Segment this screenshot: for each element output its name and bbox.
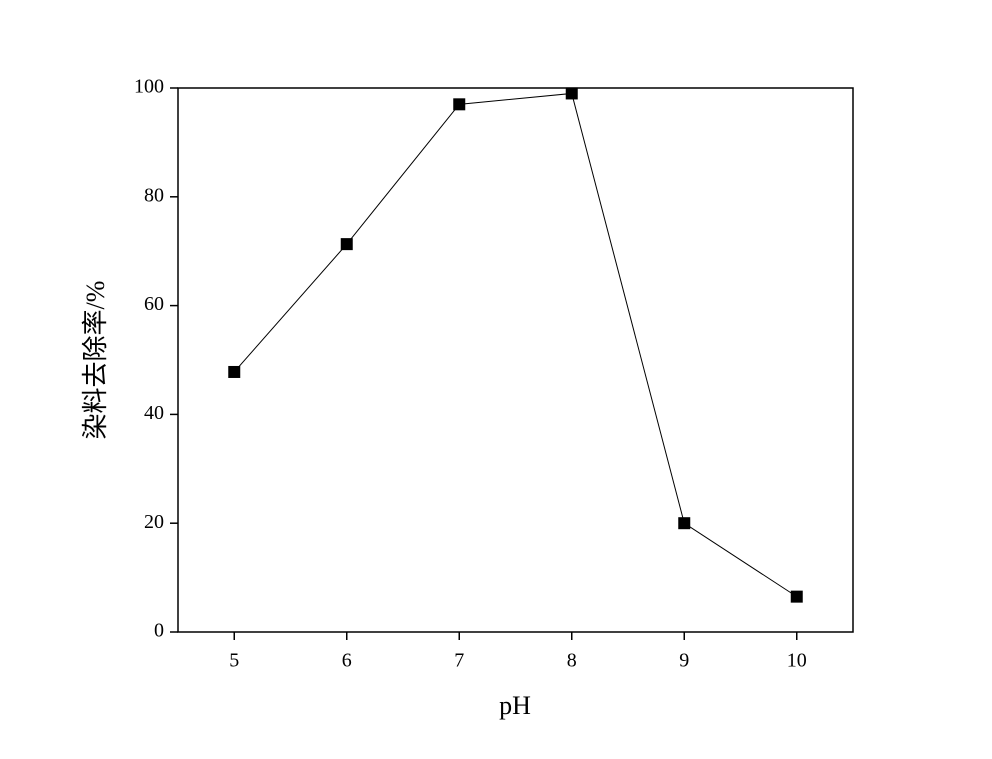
x-tick-label: 7 — [454, 650, 464, 672]
marker — [453, 98, 466, 111]
y-tick-label: 60 — [144, 293, 164, 315]
x-tick-label: 9 — [679, 650, 689, 672]
marker — [678, 517, 691, 530]
series-line — [233, 92, 798, 598]
y-tick-label: 0 — [154, 620, 164, 642]
y-tick-label: 20 — [144, 511, 164, 533]
y-tick-label: 100 — [134, 76, 164, 98]
y-axis-label: 染料去除率/% — [81, 281, 110, 440]
marker — [228, 365, 241, 378]
marker — [790, 590, 803, 603]
x-axis-label: pH — [499, 691, 531, 720]
x-tick-label: 5 — [229, 650, 239, 672]
y-tick-label: 80 — [144, 184, 164, 206]
x-tick-label: 8 — [567, 650, 577, 672]
marker — [340, 238, 353, 251]
x-tick-label: 6 — [342, 650, 352, 672]
marker — [565, 87, 578, 100]
y-tick-label: 40 — [144, 402, 164, 424]
x-tick-label: 10 — [787, 650, 807, 672]
plot-frame — [177, 87, 854, 633]
